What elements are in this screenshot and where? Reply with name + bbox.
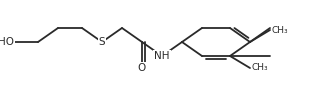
Text: CH₃: CH₃ [251,63,268,73]
Text: NH: NH [154,51,170,61]
Text: CH₃: CH₃ [271,25,288,34]
Text: HO: HO [0,37,14,47]
Text: S: S [99,37,105,47]
Text: O: O [138,63,146,73]
